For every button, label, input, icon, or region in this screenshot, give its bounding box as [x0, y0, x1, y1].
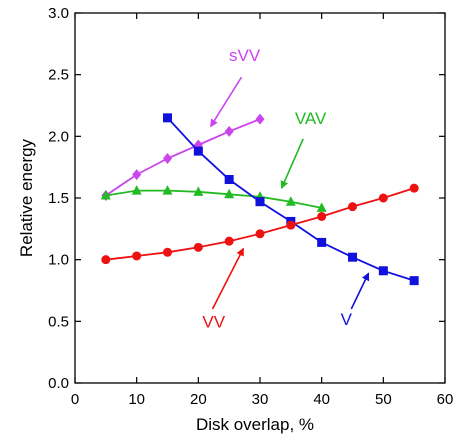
annotation-arrow-vav [280, 138, 304, 190]
y-axis-title: Relative energy [17, 138, 36, 257]
y-tick-label: 0.0 [48, 375, 69, 392]
data-point-vav [316, 202, 327, 212]
data-point-v [255, 197, 265, 207]
data-point-v [409, 276, 419, 286]
data-point-vv [317, 212, 327, 221]
data-point-vav [100, 190, 111, 200]
data-point-vav [131, 185, 142, 195]
x-tick-label: 0 [71, 391, 79, 408]
series-label-vav: VAV [295, 109, 327, 128]
series-line-svv [105, 118, 261, 197]
data-point-v [378, 266, 388, 276]
x-axis-title: Disk overlap, % [196, 415, 314, 434]
x-tick-label: 30 [252, 391, 269, 408]
annotation-arrow-v [350, 272, 370, 310]
data-point-vv [348, 202, 357, 212]
y-tick-label: 0.5 [48, 313, 69, 330]
data-point-vav [224, 188, 235, 199]
data-point-v [193, 146, 203, 156]
data-point-vv [101, 255, 111, 265]
y-tick-label: 1.5 [48, 190, 69, 207]
series-label-v: V [341, 310, 353, 329]
data-point-vv [409, 183, 419, 193]
annotation-arrow-vv [211, 247, 245, 310]
data-point-vv [193, 242, 203, 252]
series-label-vv: VV [202, 313, 225, 332]
data-point-vv [255, 229, 265, 239]
x-tick-label: 10 [128, 391, 145, 408]
y-tick-label: 2.0 [48, 128, 69, 145]
y-tick-label: 3.0 [48, 5, 69, 22]
data-point-vv [163, 247, 172, 257]
data-point-vv [132, 251, 142, 261]
x-tick-label: 20 [190, 391, 207, 408]
data-point-v [348, 252, 357, 262]
series-line-vav [105, 189, 322, 209]
data-point-vv [224, 236, 234, 246]
data-point-vv [378, 193, 388, 203]
annotation-arrow-svv [209, 76, 243, 128]
axes: 0 10 20 30 40 50 60 0.0 0.5 1.0 1.5 2.0 2.5 3.0 [48, 5, 453, 408]
x-tick-label: 50 [375, 391, 392, 408]
data-point-vav [162, 185, 173, 195]
data-point-vav [193, 186, 204, 196]
x-tick-label: 40 [313, 391, 330, 408]
y-tick-label: 2.5 [48, 67, 69, 84]
data-point-v [317, 237, 327, 247]
plot-area [100, 113, 419, 286]
data-point-vav [285, 196, 296, 206]
data-point-v [163, 113, 172, 123]
data-point-svv [163, 153, 172, 165]
data-point-svv [132, 169, 142, 181]
x-tick-label: 60 [437, 391, 454, 408]
data-point-v [224, 175, 234, 184]
data-point-vv [286, 220, 296, 230]
data-point-svv [224, 125, 234, 137]
series-label-svv: sVV [229, 46, 261, 65]
y-tick-label: 1.0 [48, 252, 69, 269]
data-point-svv [255, 113, 265, 125]
